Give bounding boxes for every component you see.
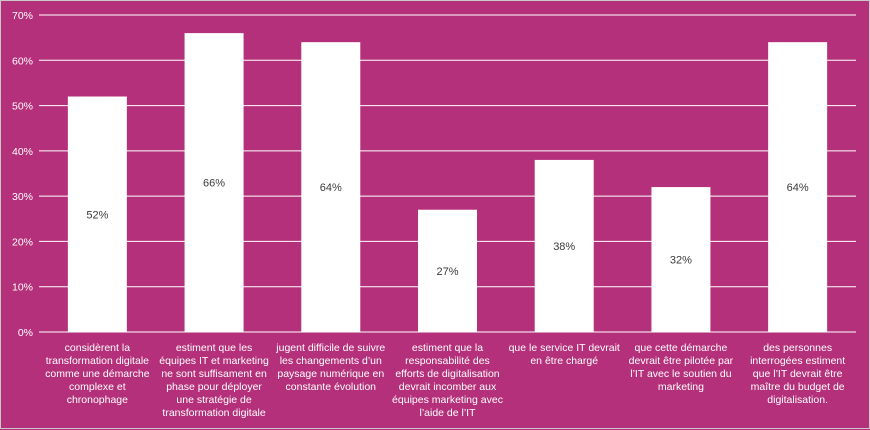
y-tick-label: 10% (12, 282, 33, 294)
y-tick-label: 60% (12, 55, 33, 67)
bar-value-label: 38% (553, 241, 575, 253)
bar (418, 209, 477, 332)
y-tick-label: 40% (12, 146, 33, 158)
bar-value-label: 32% (670, 255, 692, 267)
bar (301, 42, 361, 333)
y-tick-label: 70% (12, 10, 33, 22)
bar-value-label: 64% (787, 182, 809, 194)
bar (651, 187, 711, 332)
y-tick-label: 50% (12, 101, 33, 113)
y-tick-label: 20% (12, 236, 33, 248)
category-label: jugent difficile de suivre les changemen… (276, 342, 386, 393)
category-label: des personnes interrogées estiment que l… (750, 342, 846, 406)
bar (534, 159, 594, 332)
y-tick-label: 30% (12, 191, 33, 203)
bar-value-label: 64% (320, 182, 342, 194)
y-tick-label: 0% (18, 327, 33, 339)
bar-value-label: 66% (203, 178, 225, 190)
category-label: que cette démarche devrait être pilotée … (628, 342, 734, 393)
bar (184, 33, 244, 332)
bar (67, 96, 127, 332)
category-label: que le service IT devrait en être chargé (508, 342, 620, 367)
category-label: estiment que la responsabilité des effor… (392, 342, 503, 419)
category-label: considèrent la transformation digitale c… (45, 342, 150, 406)
bar (768, 42, 828, 333)
bar-value-label: 27% (436, 266, 458, 278)
category-label: estiment que les équipes IT et marketing… (159, 342, 269, 419)
bar-value-label: 52% (86, 209, 108, 221)
